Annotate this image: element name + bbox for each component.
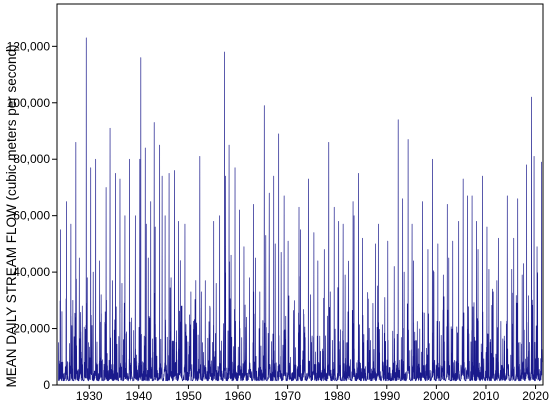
y-tick-label: 40,000 <box>13 265 50 279</box>
x-tick-label: 1960 <box>225 389 252 402</box>
y-tick-label: 80,000 <box>13 152 50 166</box>
y-tick-label: 100,000 <box>7 96 51 110</box>
y-tick-label: 120,000 <box>7 39 51 53</box>
y-tick-label: 60,000 <box>13 209 50 223</box>
x-tick-label: 1990 <box>373 389 400 402</box>
y-tick-label: 20,000 <box>13 322 50 336</box>
x-tick-label: 1970 <box>274 389 301 402</box>
flow-series-line <box>58 37 543 382</box>
x-tick-label: 1980 <box>324 389 351 402</box>
x-tick-label: 1940 <box>125 389 152 402</box>
x-tick-label: 2010 <box>473 389 500 402</box>
y-axis-ticks: 0 20,000 40,000 60,000 80,000 100,000 120,000 <box>7 39 57 392</box>
plot-frame <box>56 3 544 386</box>
x-tick-label: 2020 <box>522 389 549 402</box>
y-tick-label: 0 <box>43 378 50 392</box>
x-tick-label: 2000 <box>423 389 450 402</box>
x-tick-label: 1930 <box>76 389 103 402</box>
y-axis-title: MEAN DAILY STREAM FLOW (cubic meters per… <box>4 44 19 387</box>
x-tick-label: 1950 <box>175 389 202 402</box>
x-axis-ticks: 1930 1940 1950 1960 1970 1980 1990 2000 2010 2020 <box>76 385 549 402</box>
